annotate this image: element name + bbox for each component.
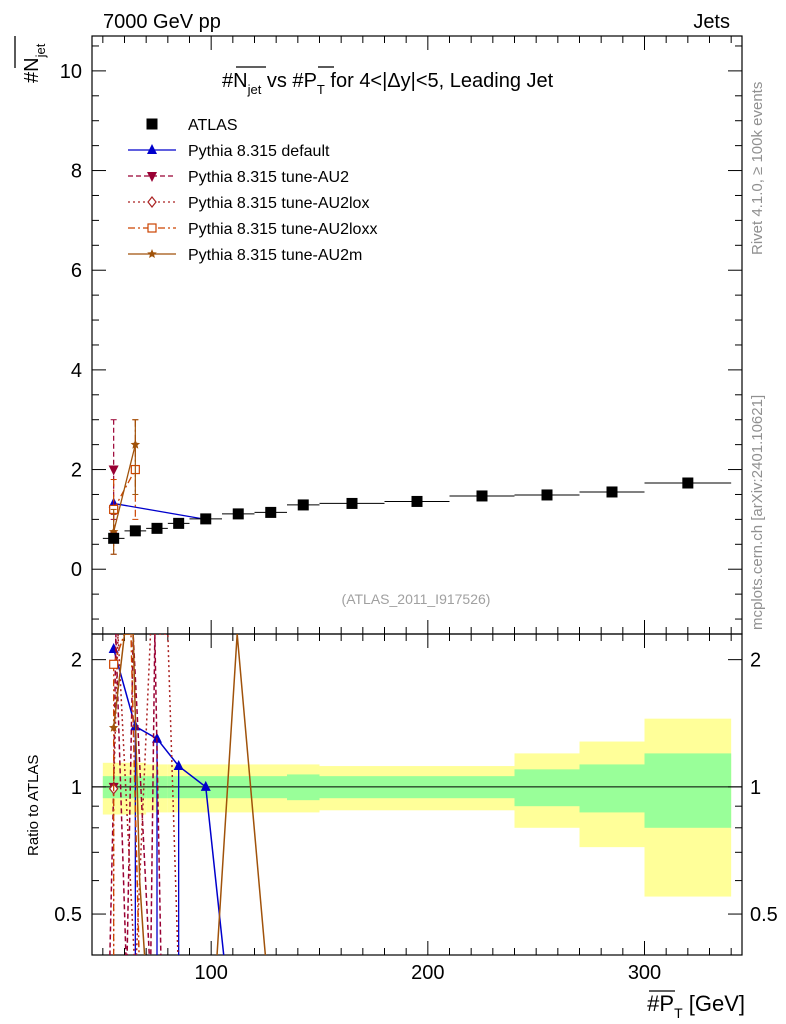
rivet-version-text: Rivet 4.1.0, ≥ 100k events	[749, 82, 766, 255]
marker-square	[541, 489, 553, 501]
marker-star	[147, 249, 157, 258]
ratio-y-tick-label-left: 2	[71, 650, 82, 672]
marker-square	[265, 506, 277, 518]
series-line	[113, 444, 136, 532]
legend-label: Pythia 8.315 tune-AU2lox	[188, 195, 369, 212]
header-right: Jets	[693, 11, 730, 33]
marker-square	[108, 532, 120, 544]
y-tick-label: 0	[71, 559, 82, 581]
marker-square	[411, 495, 423, 507]
title-part-a-sub: jet	[247, 82, 262, 97]
title-part-d: for 4<|Δy|<5, Leading Jet	[325, 70, 554, 92]
y-label-main: #N	[21, 57, 43, 83]
y-tick-label: 6	[71, 260, 82, 282]
marker-triangle-up	[200, 780, 211, 791]
marker-star	[130, 439, 141, 449]
legend-label: Pythia 8.315 tune-AU2m	[188, 247, 362, 264]
ratio-plot-frame	[91, 633, 743, 956]
marker-square	[232, 508, 244, 520]
x-tick-label: 100	[194, 962, 227, 984]
title-part-c-sub: T	[317, 82, 325, 97]
marker-triangle-down	[108, 465, 119, 476]
ratio-bands	[92, 718, 742, 897]
plot-frames	[91, 35, 743, 956]
title-part-c: P	[304, 70, 317, 92]
marker-square-open	[109, 659, 119, 669]
marker-square	[606, 486, 618, 498]
legend: ATLAS Pythia 8.315 default Pythia 8.315 tu…	[128, 117, 377, 264]
title-part-b: vs #	[261, 70, 304, 92]
marker-star	[108, 722, 119, 732]
ratio-series-line	[112, 634, 267, 955]
x-label-a: #	[647, 991, 660, 1016]
svg-text:#Njet: #Njet	[21, 43, 48, 83]
marker-square	[146, 118, 158, 130]
atlas-points	[102, 477, 732, 544]
ratio-series-line	[112, 634, 179, 955]
marker-square	[151, 522, 163, 534]
legend-label: Pythia 8.315 tune-AU2	[188, 169, 349, 186]
y-tick-label: 4	[71, 360, 82, 382]
x-label-b-sub: T	[674, 1005, 683, 1021]
mcplots-credit-text: mcplots.cern.ch [arXiv:2401.10621]	[749, 395, 766, 630]
marker-square	[476, 490, 488, 502]
marker-diamond-open	[147, 196, 157, 208]
mc-series	[108, 419, 267, 955]
ratio-series-line	[109, 634, 162, 955]
x-label-c: [GeV]	[683, 991, 745, 1016]
x-tick-label: 300	[628, 962, 661, 984]
marker-square	[682, 477, 694, 489]
y-tick-label: 2	[71, 460, 82, 482]
analysis-watermark: (ATLAS_2011_I917526)	[342, 591, 491, 607]
ratio-band-stat	[514, 769, 580, 807]
marker-square	[173, 517, 185, 529]
ratio-series-line	[112, 634, 140, 955]
legend-label: Pythia 8.315 tune-AU2loxx	[188, 221, 377, 238]
ratio-series-line	[112, 648, 225, 955]
ratio-y-label: Ratio to ATLAS	[25, 755, 42, 856]
chart-title: #Njet vs #PT for 4<|Δy|<5, Leading Jet	[222, 70, 554, 97]
ratio-y-tick-label-right: 1	[750, 777, 761, 799]
marker-triangle-up	[147, 144, 157, 154]
y-label-sub: jet	[33, 43, 48, 58]
marker-square	[297, 499, 309, 511]
marker-triangle-up	[173, 760, 184, 771]
header-left: 7000 GeV pp	[103, 11, 221, 33]
legend-label: ATLAS	[188, 117, 238, 134]
y-tick-label: 10	[60, 61, 82, 83]
y-tick-label: 8	[71, 161, 82, 183]
marker-triangle-down	[147, 172, 157, 182]
marker-square	[200, 513, 212, 525]
x-label-b: P	[659, 991, 674, 1016]
ratio-y-tick-label-left: 1	[71, 777, 82, 799]
ratio-series-group	[108, 634, 267, 955]
ratio-band-stat	[644, 753, 732, 828]
x-tick-label: 200	[411, 962, 444, 984]
title-part-a: #N	[222, 70, 248, 92]
ratio-band-stat	[579, 764, 645, 813]
legend-label: Pythia 8.315 default	[188, 143, 330, 160]
marker-square-open	[147, 223, 157, 233]
ratio-y-tick-label-right: 2	[750, 650, 761, 672]
ratio-y-tick-label-right: 0.5	[750, 904, 778, 926]
marker-square	[346, 497, 358, 509]
ratio-y-tick-label-left: 0.5	[54, 904, 82, 926]
axis-ticks: 100 200 300 0 2 4 6 8 10 0.5 0.5 1 1 2 2	[54, 36, 778, 984]
main-series-group	[108, 419, 211, 555]
y-axis-label: #Njet	[21, 43, 48, 83]
marker-square	[129, 525, 141, 537]
series-line	[113, 502, 206, 521]
x-axis-label: #PT [GeV]	[647, 991, 745, 1021]
